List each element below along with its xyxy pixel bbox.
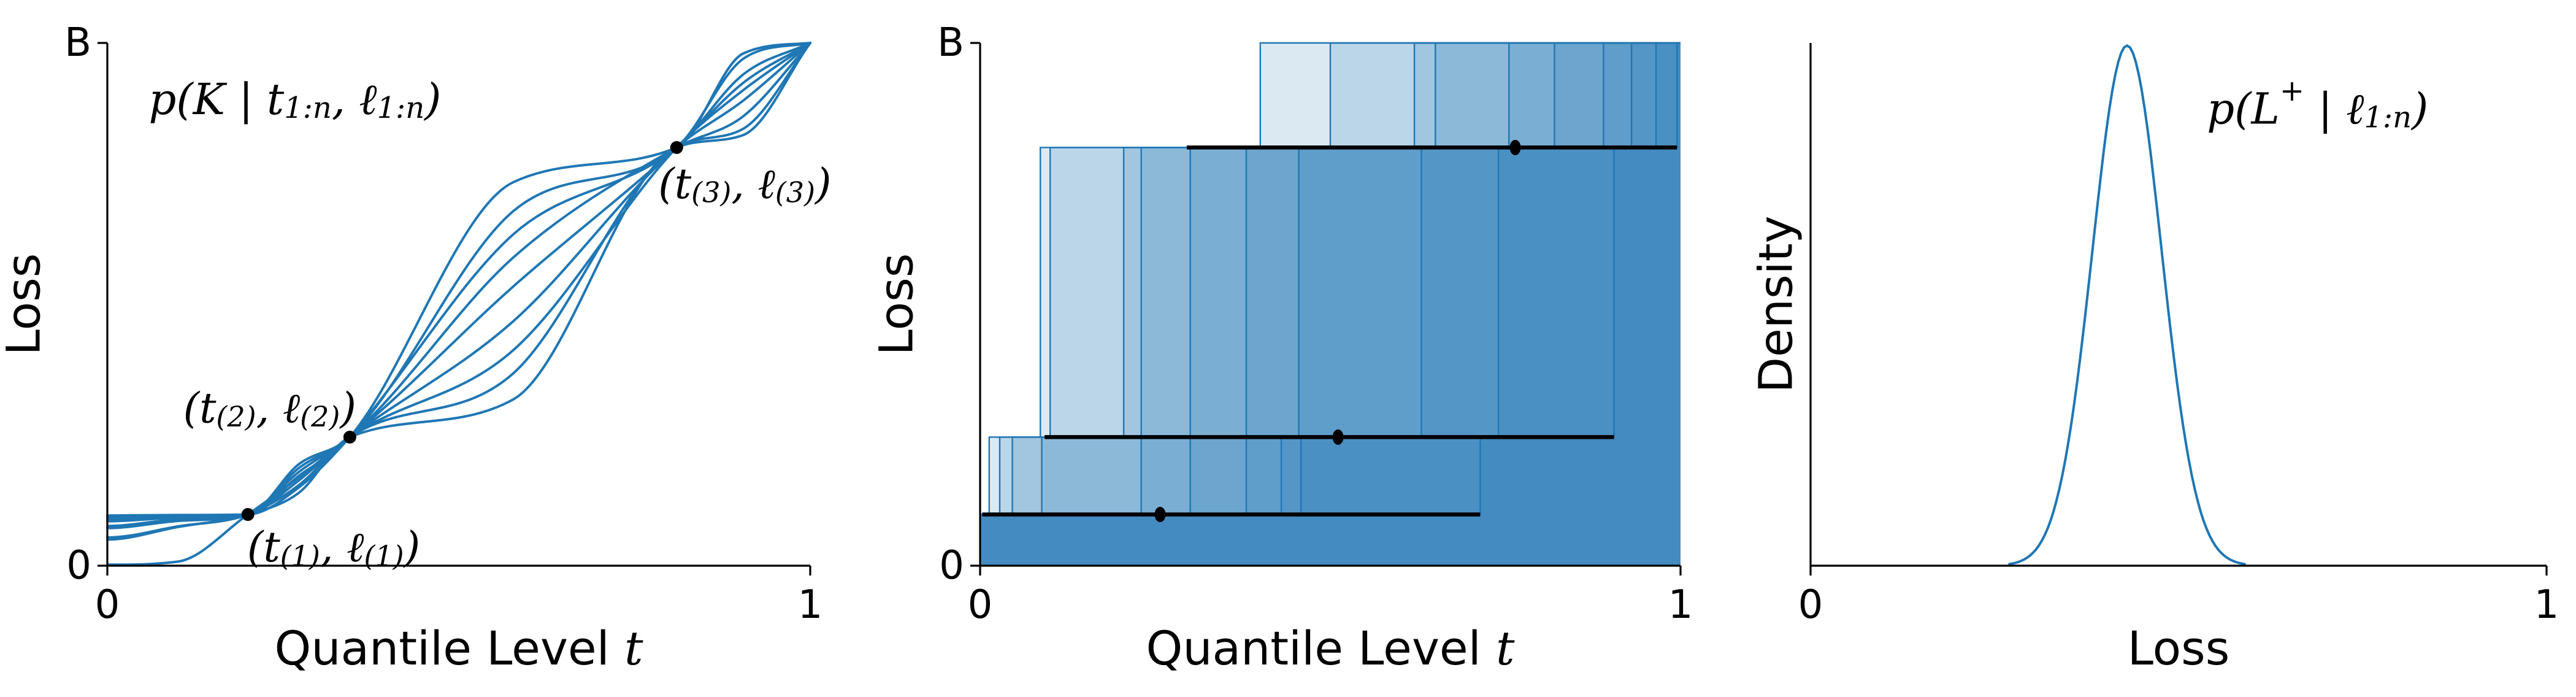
step-sample-fill: [980, 43, 1681, 566]
observed-point-label-3: (t(3), ℓ(3)): [658, 160, 831, 209]
density-curve: [2008, 44, 2246, 566]
posterior-curve: [106, 42, 811, 539]
observed-point-dot-2: [343, 430, 356, 444]
panel-posterior-curves: (t(1), ℓ(1)) (t(2), ℓ(2)) (t(3), ℓ(3)) B 00 1…: [0, 20, 832, 676]
step-sample-outline: [980, 42, 1681, 515]
x-tick-label-1: 1: [2534, 582, 2559, 628]
panel-step-samples: B 00 1 Quantile Level t Loss: [869, 20, 1693, 676]
y-tick-label-0: 0: [939, 543, 964, 588]
step-sample-outline: [980, 42, 1681, 515]
interval-dot-3: [1509, 139, 1521, 155]
observed-point-dot-1: [241, 508, 255, 522]
step-sample-outline: [980, 42, 1681, 515]
step-sample-fill: [980, 43, 1681, 566]
posterior-curve: [106, 42, 811, 566]
y-axis-label: Loss: [0, 253, 51, 356]
x-tick-label-0: 0: [95, 582, 120, 628]
step-sample-outline: [980, 42, 1681, 515]
observed-point-label-1: (t(1), ℓ(1)): [247, 523, 420, 572]
step-sample-fill: [980, 43, 1681, 566]
y-axis-label: Loss: [869, 253, 924, 356]
panel-loss-density: 0 1 Loss Density p(L+ | ℓ1:n): [1749, 43, 2559, 676]
posterior-curve: [106, 42, 811, 517]
step-sample-outline: [980, 42, 1681, 515]
step-sample-fill: [980, 43, 1681, 566]
x-tick-label-1: 1: [798, 582, 823, 628]
x-axis-label: Quantile Level t: [275, 621, 643, 676]
step-sample-fill: [980, 43, 1681, 566]
y-tick-label-B: B: [937, 20, 964, 66]
y-tick-label-0: 0: [66, 543, 91, 588]
x-tick-label-0: 0: [1798, 582, 1823, 628]
step-sample-fill: [980, 43, 1681, 566]
x-tick-label-0: 0: [968, 582, 993, 628]
observed-point-label-2: (t(2), ℓ(2)): [183, 384, 356, 433]
step-sample-outline: [980, 42, 1681, 515]
x-axis-label: Quantile Level t: [1146, 621, 1515, 676]
panel-title: p(K | t1:n, ℓ1:n): [149, 74, 442, 125]
step-sample-outline: [980, 42, 1681, 515]
x-tick-label-1: 1: [1668, 582, 1693, 628]
interval-dot-2: [1332, 429, 1344, 445]
step-sample-outline: [980, 42, 1681, 515]
step-sample-fill: [980, 43, 1681, 566]
interval-dot-1: [1154, 507, 1166, 523]
step-sample-fill: [980, 43, 1681, 566]
step-sample-outline: [980, 42, 1681, 515]
y-tick-label-B: B: [64, 20, 91, 66]
observed-point-dot-3: [670, 141, 683, 154]
step-sample-fill: [980, 43, 1681, 566]
step-sample-outline: [980, 42, 1681, 515]
y-axis-label: Density: [1749, 216, 1803, 393]
step-sample-fill: [980, 43, 1681, 566]
panel-title: p(L+ | ℓ1:n): [2207, 74, 2428, 134]
x-axis-label: Loss: [2128, 621, 2230, 676]
